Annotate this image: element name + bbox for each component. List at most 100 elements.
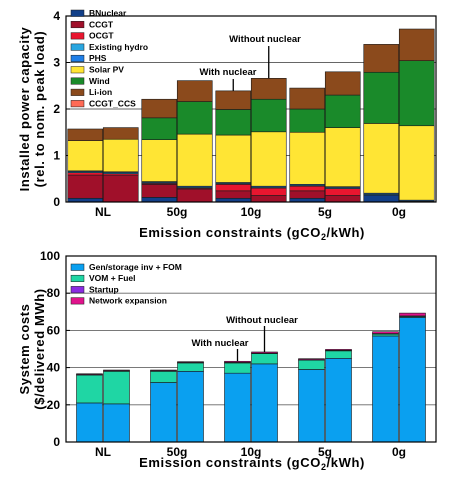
bar-segment-network-expansion — [251, 351, 278, 354]
bar-segment-wind — [141, 117, 178, 140]
bar-segment-ccgt — [141, 184, 178, 198]
legend-label: Startup — [89, 284, 119, 294]
bar-segment-gen-storage-inv-fom — [251, 363, 278, 443]
x-axis-title-part: /kWh) — [327, 455, 365, 470]
bar-segment-wind — [363, 71, 400, 124]
bar-segment-gen-storage-inv-fom — [372, 335, 399, 443]
bar-segment-solar-pv — [102, 138, 139, 173]
x-axis-title-part: Emission constraints (gCO — [139, 455, 321, 470]
legend-label: VOM + Fuel — [89, 273, 136, 283]
bar-segment-wind — [398, 60, 435, 127]
bar-segment-vom-fuel — [177, 362, 204, 372]
bar-segment-network-expansion — [103, 369, 130, 372]
bar-segment-vom-fuel — [298, 359, 325, 370]
y-tick-label: 2 — [53, 102, 60, 116]
bar-segment-gen-storage-inv-fom — [298, 369, 325, 443]
legend-swatch — [70, 286, 85, 294]
bar-segment-wind — [250, 98, 287, 133]
legend-swatch — [70, 100, 85, 108]
bar-segment-gen-storage-inv-fom — [177, 371, 204, 443]
y-tick-label: 3 — [53, 56, 60, 70]
y-tick-label: 80 — [47, 286, 61, 300]
x-axis-title: Emission constraints (gCO2/kWh) — [139, 455, 365, 472]
bar-segment-vom-fuel — [76, 374, 103, 404]
bar-segment-network-expansion — [325, 349, 352, 351]
bar-segment-network-expansion — [298, 358, 325, 360]
bar-segment-network-expansion — [76, 373, 103, 375]
bar-segment-li-ion — [324, 71, 361, 96]
y-tick-label: 1 — [53, 149, 60, 163]
system-costs-chart: 0 20 40 60 80 100 NL 50g 10g 5g 0g Gen/storage inv … — [17, 249, 437, 472]
bar-segment-li-ion — [363, 44, 400, 73]
bar-segment-ccgt — [102, 174, 139, 203]
bar-segment-ccgt — [250, 195, 287, 203]
annotation-label: With nuclear — [192, 338, 249, 349]
x-axis-title: Emission constraints (gCO2/kWh) — [139, 225, 365, 242]
bar-segment-vom-fuel — [224, 362, 251, 374]
bar-segment-li-ion — [102, 127, 139, 140]
bar-segment-ccgt — [215, 190, 252, 199]
legend-swatch — [70, 32, 85, 40]
bar-segment-ccgt — [176, 188, 213, 203]
legend-label: CCGT_CCS — [89, 98, 136, 108]
legend-swatch — [70, 77, 85, 85]
legend-swatch — [70, 66, 85, 74]
bar-segment-network-expansion — [150, 369, 177, 372]
bar-segment-li-ion — [215, 90, 252, 110]
bar-segment-vom-fuel — [150, 371, 177, 383]
legend-swatch — [70, 21, 85, 29]
x-tick-label: 0g — [392, 205, 406, 219]
y-tick-label: 40 — [47, 361, 61, 375]
bar-segment-li-ion — [398, 28, 435, 61]
bar-segment-solar-pv — [324, 127, 361, 187]
bar-segment-gen-storage-inv-fom — [224, 372, 251, 443]
bar-segment-gen-storage-inv-fom — [150, 382, 177, 443]
x-tick-label: 50g — [167, 445, 188, 459]
x-tick-label: 10g — [241, 205, 262, 219]
plot-frame — [65, 255, 437, 443]
bar-segment-wind — [324, 94, 361, 128]
bar-segment-solar-pv — [176, 133, 213, 187]
bar-segment-ccgt — [289, 190, 326, 199]
legend-label: BNuclear — [89, 8, 127, 18]
bar-segment-solar-pv — [363, 123, 400, 194]
x-tick-label: 5g — [318, 445, 332, 459]
annotation-label: Without nuclear — [226, 315, 298, 326]
bar-segment-network-expansion — [177, 361, 204, 363]
bar-segment-network-expansion — [224, 360, 251, 363]
x-tick-label: 5g — [318, 205, 332, 219]
bar-segment-wind — [289, 108, 326, 133]
legend-label: Network expansion — [89, 296, 167, 306]
x-tick-label: 0g — [392, 445, 406, 459]
x-axis-title-part: Emission constraints (gCO — [139, 225, 321, 240]
bar-segment-li-ion — [289, 87, 326, 110]
legend-label: OCGT — [89, 31, 114, 41]
y-tick-label: 4 — [53, 9, 60, 23]
bar-segment-ocgt — [67, 172, 104, 176]
bar-segment-solar-pv — [67, 140, 104, 172]
bar-segment-solar-pv — [398, 125, 435, 201]
legend-swatch — [70, 274, 85, 282]
bar-segment-wind — [215, 109, 252, 136]
bar-segment-solar-pv — [289, 131, 326, 185]
legend-label: Existing hydro — [89, 42, 148, 52]
bar-segment-ocgt — [324, 188, 361, 196]
bar-segment-li-ion — [67, 128, 104, 141]
legend-swatch — [70, 88, 85, 96]
bar-segment-bnuclear — [141, 197, 178, 203]
bar-segment-li-ion — [141, 98, 178, 119]
x-axis-title-part: /kWh) — [327, 225, 365, 240]
legend-swatch — [70, 297, 85, 305]
y-tick-label: 60 — [47, 323, 61, 337]
bar-segment-ccgt — [324, 195, 361, 203]
x-tick-label: NL — [95, 205, 111, 219]
legend-label: Li-ion — [89, 87, 112, 97]
y-tick-label: 100 — [40, 249, 60, 263]
legend-swatch — [70, 43, 85, 51]
legend-swatch — [70, 54, 85, 62]
legend-label: Gen/storage inv + FOM — [89, 262, 182, 272]
legend-label: Wind — [89, 76, 110, 86]
legend-label: Solar PV — [89, 65, 124, 75]
